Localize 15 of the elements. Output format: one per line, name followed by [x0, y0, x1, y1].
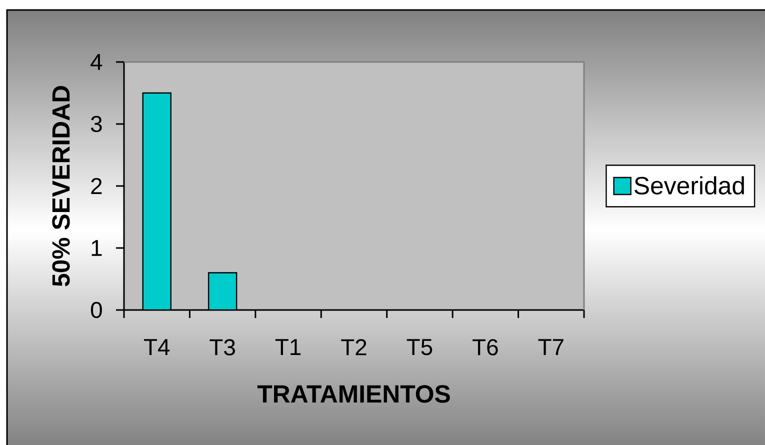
- x-tick-label: T6: [472, 339, 498, 356]
- x-tick-label: T5: [406, 339, 432, 356]
- x-tick-label: T4: [144, 339, 170, 355]
- y-tick-label: 1: [92, 240, 102, 256]
- y-tick-label: 0: [90, 302, 102, 318]
- y-tick-label: 3: [90, 116, 102, 132]
- y-tick-label: 2: [91, 178, 102, 194]
- y-axis-title: 50% SEVERIDAD: [52, 86, 70, 286]
- legend-label: Severidad: [634, 176, 744, 195]
- x-tick-label: T3: [210, 339, 235, 356]
- y-tick-label: 4: [90, 54, 102, 70]
- x-tick-label: T1: [275, 339, 301, 355]
- x-tick-label: T2: [341, 339, 366, 356]
- x-axis-title: TRATAMIENTOS: [257, 385, 450, 403]
- x-tick-label: T7: [538, 339, 564, 355]
